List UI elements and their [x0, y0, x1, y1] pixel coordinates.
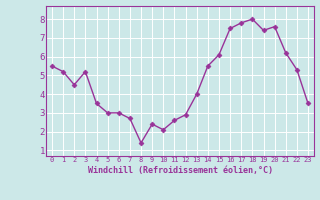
X-axis label: Windchill (Refroidissement éolien,°C): Windchill (Refroidissement éolien,°C): [87, 166, 273, 175]
